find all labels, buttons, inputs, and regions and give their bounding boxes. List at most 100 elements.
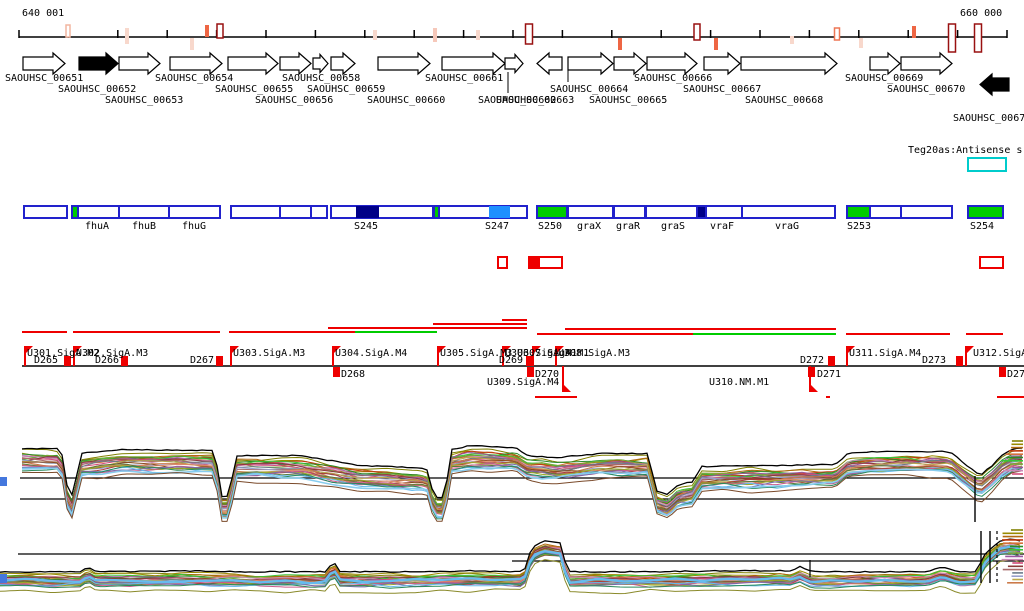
segment-box[interactable] <box>168 205 221 219</box>
gene-arrow-SAOUHSC_00669[interactable] <box>869 51 901 76</box>
gene-arrow-SAOUHSC_00667[interactable] <box>646 51 698 76</box>
annotation-track[interactable] <box>22 319 1024 398</box>
terminator-mark[interactable] <box>216 356 223 366</box>
segment-box[interactable] <box>967 205 1004 219</box>
variant-mark[interactable] <box>912 26 916 38</box>
gene-arrow-SAOUHSC_00664[interactable] <box>536 51 563 76</box>
variant-mark[interactable] <box>947 23 957 53</box>
variant-mark[interactable] <box>714 38 718 50</box>
gene-arrow-SAOUHSC_00653[interactable] <box>118 51 161 76</box>
red-box-track[interactable] <box>497 256 1004 269</box>
variant-mark[interactable] <box>373 30 377 40</box>
red-feature-box[interactable] <box>979 256 1004 269</box>
promoter-flag-pennant <box>503 346 511 354</box>
variant-mark[interactable] <box>205 25 209 37</box>
red-feature-box[interactable] <box>497 256 508 269</box>
terminator-mark[interactable] <box>526 356 533 366</box>
site-label-down: D272 <box>800 355 825 366</box>
gene-arrow-SAOUHSC_00667b[interactable] <box>703 51 741 76</box>
gene-arrow-SAOUHSC_00656[interactable] <box>279 51 312 76</box>
signal-trace <box>21 466 1023 519</box>
variant-mark[interactable] <box>524 23 534 45</box>
signal-panel-top[interactable] <box>0 440 1024 522</box>
gene-arrow-SAOUHSC_00654[interactable] <box>169 51 223 76</box>
variant-mark[interactable] <box>833 27 841 41</box>
gene-label-overflow: SAOUHSC_0067 <box>953 113 1024 124</box>
signal-panel-bottom[interactable] <box>0 529 1024 595</box>
variant-mark[interactable] <box>476 30 480 40</box>
terminator-mark[interactable] <box>828 356 835 366</box>
segment-label: graX <box>577 221 602 232</box>
site-label-down: D273 <box>922 355 947 366</box>
segment-box[interactable] <box>310 205 328 219</box>
segment-box[interactable] <box>900 205 953 219</box>
gene-arrow-SAOUHSC_00651[interactable] <box>22 51 66 76</box>
variant-mark[interactable] <box>190 38 194 50</box>
terminator-mark-minus[interactable] <box>999 367 1006 377</box>
signal-envelope <box>0 538 1021 573</box>
segment-box[interactable] <box>741 205 836 219</box>
segment-box[interactable] <box>23 205 68 219</box>
segment-label: fhuB <box>132 221 157 232</box>
promoter-flag-pennant <box>25 346 33 354</box>
gene-arrow-SAOUHSC_00657[interactable] <box>312 52 329 75</box>
variant-mark[interactable] <box>693 23 701 41</box>
segment-label: S253 <box>847 221 872 232</box>
gene-arrow-SAOUHSC_00661[interactable] <box>441 51 506 76</box>
gene-arrow-SAOUHSC_00662[interactable] <box>504 52 524 75</box>
segment-label: graR <box>616 221 641 232</box>
gene-label: SAOUHSC_00660 <box>367 95 446 106</box>
gene-label: SAOUHSC_00664 <box>550 84 629 95</box>
gene-arrow-SAOUHSC_00668[interactable] <box>740 51 838 76</box>
gene-arrow-SAOUHSC_00652[interactable] <box>78 51 119 76</box>
gene-arrow-SAOUHSC_00671[interactable] <box>979 72 1010 97</box>
ruler-end-coordinate: 660 000 <box>960 8 1003 19</box>
signal-trace <box>22 448 1023 503</box>
segment-track[interactable] <box>23 205 1004 219</box>
panel-marker[interactable] <box>0 477 7 486</box>
terminator-mark-minus[interactable] <box>808 367 815 377</box>
terminator-mark-minus[interactable] <box>527 367 534 377</box>
gene-label: SAOUHSC_00666 <box>634 73 713 84</box>
segment-inner-navy[interactable] <box>356 206 379 218</box>
promoter-flag-pennant <box>533 346 541 354</box>
terminator-mark[interactable] <box>121 356 128 366</box>
site-label-down: D265 <box>34 355 59 366</box>
segment-inner-skyblue[interactable] <box>489 206 510 218</box>
gene-label: SAOUHSC_00669 <box>845 73 924 84</box>
terminator-mark[interactable] <box>64 356 71 366</box>
terminator-mark-minus[interactable] <box>333 367 340 377</box>
terminator-mark[interactable] <box>956 356 963 366</box>
variant-mark[interactable] <box>973 23 983 53</box>
variant-mark[interactable] <box>859 38 863 48</box>
gene-arrow-SAOUHSC_00655[interactable] <box>227 51 279 76</box>
gene-arrow-SAOUHSC_00660[interactable] <box>377 51 431 76</box>
segment-label: S245 <box>354 221 379 232</box>
variant-mark[interactable] <box>433 28 437 42</box>
variant-mark[interactable] <box>618 38 622 50</box>
variant-mark[interactable] <box>216 23 224 39</box>
promoter-flag-pennant <box>966 346 974 354</box>
ruler-track[interactable] <box>18 23 1008 53</box>
promoter-flag-pennant <box>231 346 239 354</box>
gene-arrow-SAOUHSC_00666[interactable] <box>613 51 647 76</box>
signal-trace <box>0 545 1021 585</box>
gene-label: SAOUHSC_00656 <box>255 95 334 106</box>
variant-mark[interactable] <box>125 28 129 44</box>
site-label-up: U306.SigA.M1 <box>505 348 578 359</box>
site-label-up: U305.SigA.M3 <box>440 348 513 359</box>
signal-trace <box>0 546 1021 582</box>
gene-track[interactable] <box>22 51 1010 172</box>
gene-arrow-SAOUHSC_00670[interactable] <box>900 51 953 76</box>
variant-mark[interactable] <box>790 36 794 44</box>
gene-arrow-SAOUHSC_00658[interactable] <box>330 51 356 76</box>
red-feature-fill <box>529 257 540 268</box>
promoter-flag-pennant <box>438 346 446 354</box>
segment-label: S250 <box>538 221 563 232</box>
gene-arrow-SAOUHSC_00665[interactable] <box>567 51 614 76</box>
panel-marker[interactable] <box>0 574 7 583</box>
antisense-feature-box[interactable] <box>967 157 1007 172</box>
variant-mark[interactable] <box>65 24 71 38</box>
